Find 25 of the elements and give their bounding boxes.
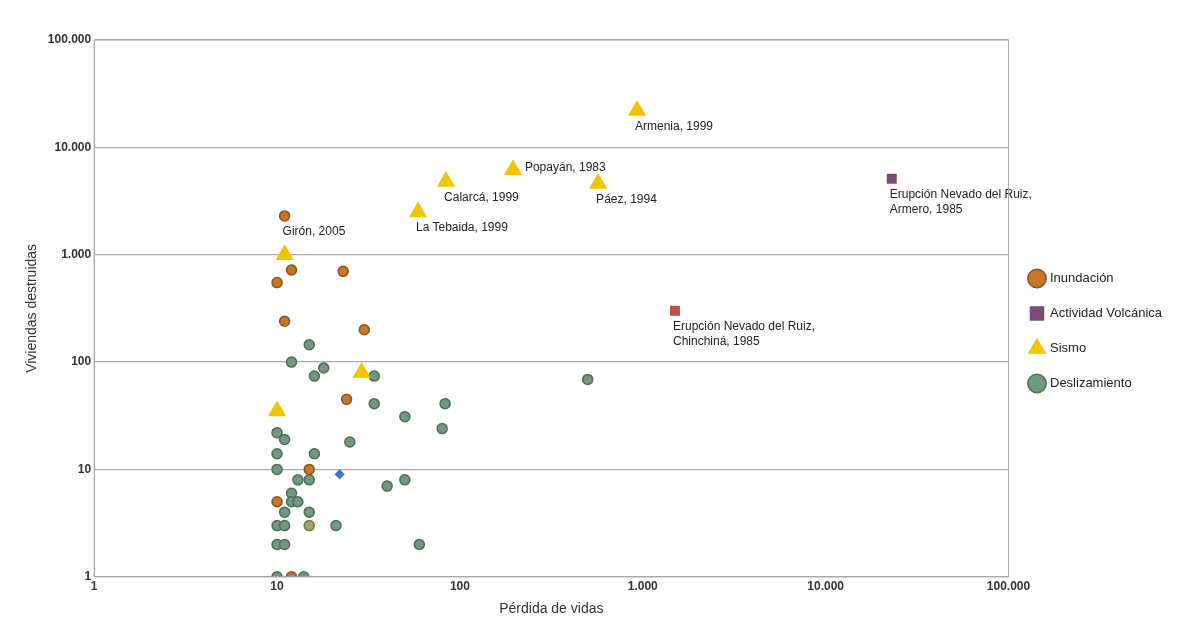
- annotation: Erupción Nevado del Ruiz, Chinchiná, 1985: [672, 319, 816, 349]
- x-tick-label: 10.000: [807, 579, 845, 594]
- annotation: Erupción Nevado del Ruiz, Armero, 1985: [889, 187, 1032, 217]
- annotation: Armenia, 1999: [635, 118, 714, 133]
- y-tick-label: 1: [84, 569, 92, 584]
- annotation: Girón, 2005: [282, 224, 346, 239]
- y-tick-label: 100.000: [47, 32, 92, 47]
- annotation: Calarcá, 1999: [444, 189, 520, 204]
- x-tick-label: 100.000: [986, 579, 1031, 594]
- y-tick-label: 10: [77, 461, 92, 476]
- x-tick-label: 10: [270, 579, 285, 594]
- legend-label: Sismo: [1049, 340, 1087, 356]
- x-tick-label: 1.000: [627, 579, 659, 594]
- annotation: Popayán, 1983: [524, 159, 606, 174]
- y-tick-label: 100: [71, 354, 92, 369]
- y-tick-label: 10.000: [54, 139, 92, 154]
- annotation: Páez, 1994: [596, 191, 658, 206]
- legend-label: Inundación: [1049, 270, 1114, 286]
- x-axis-title: Pérdida de vidas: [499, 600, 604, 617]
- x-tick-label: 100: [449, 579, 471, 594]
- annotation: La Tebaida, 1999: [416, 220, 509, 235]
- y-axis-title: Viviendas destruidas: [23, 243, 40, 373]
- legend-label: Actividad Volcánica: [1049, 305, 1163, 321]
- legend-label: Deslizamiento: [1049, 375, 1132, 391]
- y-tick-label: 1.000: [61, 247, 92, 262]
